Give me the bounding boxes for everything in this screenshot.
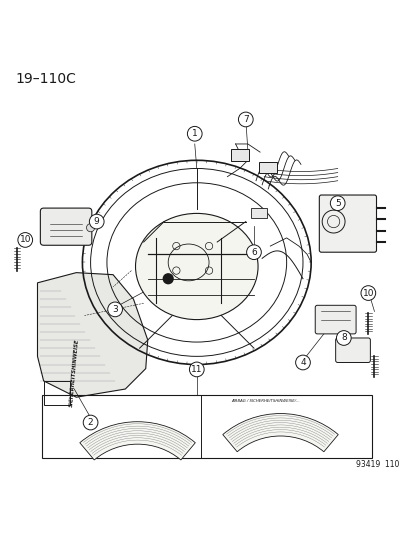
- Polygon shape: [38, 272, 147, 397]
- Text: 2: 2: [88, 418, 93, 427]
- Text: 1: 1: [191, 130, 197, 138]
- Circle shape: [246, 245, 261, 260]
- FancyBboxPatch shape: [335, 338, 370, 362]
- Circle shape: [295, 355, 310, 370]
- Circle shape: [189, 362, 204, 377]
- Circle shape: [330, 196, 344, 211]
- FancyBboxPatch shape: [318, 195, 375, 252]
- Circle shape: [107, 302, 122, 317]
- Circle shape: [238, 112, 252, 127]
- FancyBboxPatch shape: [259, 161, 277, 173]
- FancyBboxPatch shape: [40, 208, 92, 245]
- Wedge shape: [80, 422, 195, 460]
- Text: SICHERHEITSHINWEISE: SICHERHEITSHINWEISE: [69, 339, 80, 407]
- Text: 8: 8: [340, 334, 346, 343]
- Wedge shape: [222, 414, 337, 452]
- Bar: [41, 395, 372, 458]
- FancyBboxPatch shape: [314, 305, 355, 334]
- Circle shape: [89, 214, 104, 229]
- Text: 93419  110: 93419 110: [355, 459, 398, 469]
- Circle shape: [83, 415, 98, 430]
- Circle shape: [187, 126, 202, 141]
- Text: 4: 4: [299, 358, 305, 367]
- Text: 3: 3: [112, 305, 118, 314]
- Circle shape: [360, 286, 375, 301]
- FancyBboxPatch shape: [230, 149, 248, 161]
- Circle shape: [163, 274, 173, 284]
- Text: 5: 5: [334, 199, 340, 208]
- Text: 19–110C: 19–110C: [15, 72, 76, 86]
- Circle shape: [336, 330, 350, 345]
- Text: 10: 10: [362, 288, 373, 297]
- Text: AIRBAG / SICHERHEITSHINWEISE/...: AIRBAG / SICHERHEITSHINWEISE/...: [231, 399, 299, 403]
- Text: 11: 11: [190, 365, 202, 374]
- Circle shape: [18, 232, 33, 247]
- FancyBboxPatch shape: [251, 208, 266, 219]
- Circle shape: [86, 224, 95, 232]
- Ellipse shape: [135, 213, 257, 320]
- Text: 9: 9: [94, 217, 100, 226]
- Text: 10: 10: [19, 236, 31, 245]
- Text: 6: 6: [251, 248, 256, 257]
- Text: 7: 7: [242, 115, 248, 124]
